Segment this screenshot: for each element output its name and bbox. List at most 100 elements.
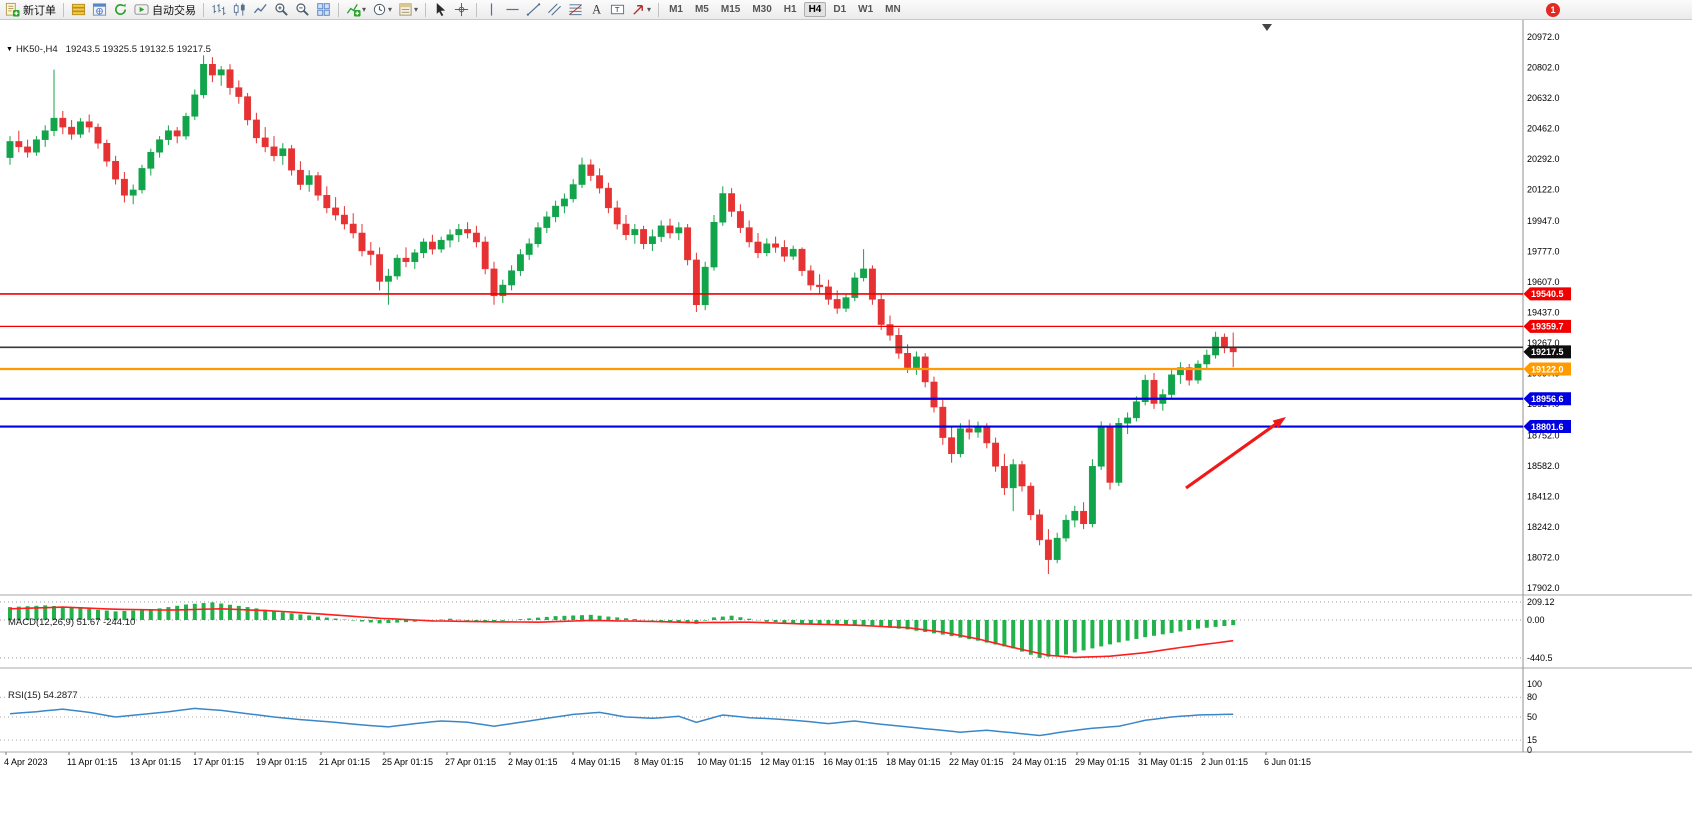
candle-body: [983, 426, 991, 444]
notification-badge[interactable]: 1: [1546, 3, 1560, 17]
candle-body: [1053, 537, 1061, 560]
timeframe-m30-button[interactable]: M30: [752, 4, 772, 15]
candle-body: [376, 254, 384, 282]
timeframe-h4-button[interactable]: H4: [803, 2, 827, 17]
candle-body: [340, 214, 348, 225]
candle-body: [129, 189, 137, 196]
indicators-dropdown[interactable]: ▾: [344, 1, 368, 19]
candle-body: [684, 227, 692, 261]
chart-area[interactable]: 20972.0 20802.0 20632.0 20462.0 20292.0 20122…: [0, 20, 1692, 838]
price-tag-18801.6: [1523, 420, 1571, 434]
date-axis[interactable]: 4 Apr 2023 11 Apr 01:15 13 Apr 01:15 17 Apr…: [4, 752, 1311, 767]
date-axis-label: 25 Apr 01:15: [382, 757, 433, 767]
date-axis-label: 16 May 01:15: [823, 757, 878, 767]
navigator-button[interactable]: [90, 1, 109, 19]
timeframe-mn-button[interactable]: MN: [885, 4, 901, 15]
timeframe-m5-button[interactable]: M5: [694, 4, 709, 15]
candle-body: [1018, 464, 1026, 487]
chart-shift-marker[interactable]: [1262, 24, 1272, 31]
candle-body: [824, 286, 832, 300]
vline-icon: [484, 2, 499, 17]
candle-body: [560, 198, 568, 207]
candle-body: [675, 227, 683, 234]
timeframe-h1-button[interactable]: H1: [783, 4, 797, 15]
terminal-icon: [113, 2, 128, 17]
candle-body: [120, 178, 128, 196]
zoom-in-button[interactable]: [272, 1, 291, 19]
candle-body: [692, 259, 700, 306]
channel-button[interactable]: [545, 1, 564, 19]
chart-line-button[interactable]: [251, 1, 270, 19]
candle-body: [235, 87, 243, 97]
new-order-icon: [5, 2, 20, 17]
candle-body: [631, 229, 639, 236]
candle-body: [393, 257, 401, 277]
candle-body: [1168, 374, 1176, 395]
candle-body: [868, 268, 876, 300]
candle-body: [296, 169, 304, 185]
candle-body: [200, 64, 208, 96]
horizontal-line-button[interactable]: [503, 1, 522, 19]
chart-bars-button[interactable]: [209, 1, 228, 19]
macd-scale-label: 209.12: [1527, 597, 1555, 607]
periods-dropdown[interactable]: ▾: [370, 1, 394, 19]
candle-body: [156, 139, 164, 153]
date-axis-label: 10 May 01:15: [697, 757, 752, 767]
tile-windows-button[interactable]: [314, 1, 333, 19]
autotrading-button[interactable]: 自动交易: [132, 1, 198, 19]
date-axis-label: 12 May 01:15: [760, 757, 815, 767]
candle-body: [428, 241, 436, 250]
zoom-in-icon: [274, 2, 289, 17]
date-axis-label: 19 Apr 01:15: [256, 757, 307, 767]
date-axis-label: 4 May 01:15: [571, 757, 621, 767]
chart-candles-icon: [232, 2, 247, 17]
chart-candles-button[interactable]: [230, 1, 249, 19]
crosshair-button[interactable]: [452, 1, 471, 19]
new-order-button[interactable]: 新订单: [3, 1, 58, 19]
label-button[interactable]: T: [608, 1, 627, 19]
fibonacci-button[interactable]: [566, 1, 585, 19]
timeframe-m15-button[interactable]: M15: [720, 4, 741, 15]
market-watch-button[interactable]: [69, 1, 88, 19]
timeframe-m1-button[interactable]: M1: [669, 4, 683, 15]
cursor-icon: [433, 2, 448, 17]
candle-body: [499, 284, 507, 297]
trendline-icon: [526, 2, 541, 17]
channel-icon: [547, 2, 562, 17]
trendline-button[interactable]: [524, 1, 543, 19]
shapes-dropdown[interactable]: ▾: [629, 1, 653, 19]
vertical-line-button[interactable]: [482, 1, 501, 19]
date-axis-label: 2 May 01:15: [508, 757, 558, 767]
candle-body: [191, 94, 199, 117]
candle-body: [710, 221, 718, 268]
text-button[interactable]: A: [587, 1, 606, 19]
zoom-out-button[interactable]: [293, 1, 312, 19]
candle-body: [1097, 426, 1105, 467]
candle-body: [754, 241, 762, 253]
candle-body: [367, 250, 375, 255]
timeframe-w1-button[interactable]: W1: [858, 4, 874, 15]
trend-arrow-annotation[interactable]: [1185, 422, 1277, 490]
date-axis-label: 24 May 01:15: [1012, 757, 1067, 767]
candle-body: [1220, 336, 1228, 349]
candlestick-series[interactable]: [6, 55, 1237, 575]
candle-body: [992, 442, 1000, 467]
date-axis-label: 13 Apr 01:15: [130, 757, 181, 767]
timeframe-d1-button[interactable]: D1: [833, 4, 847, 15]
svg-text:A: A: [592, 3, 601, 17]
price-axis-label: 18242.0: [1527, 522, 1560, 532]
refresh-button[interactable]: [111, 1, 130, 19]
candle-body: [948, 437, 956, 454]
candle-body: [552, 205, 560, 218]
candle-body: [569, 184, 577, 200]
candle-body: [807, 270, 815, 286]
cursor-button[interactable]: [431, 1, 450, 19]
templates-dropdown[interactable]: ▾: [396, 1, 420, 19]
clock-icon: [372, 2, 387, 17]
candle-body: [182, 116, 190, 137]
candle-body: [1088, 466, 1096, 524]
price-axis-label: 19437.0: [1527, 308, 1560, 318]
candle-body: [446, 234, 454, 241]
price-axis-label: 18412.0: [1527, 491, 1560, 501]
candle-body: [288, 148, 296, 171]
